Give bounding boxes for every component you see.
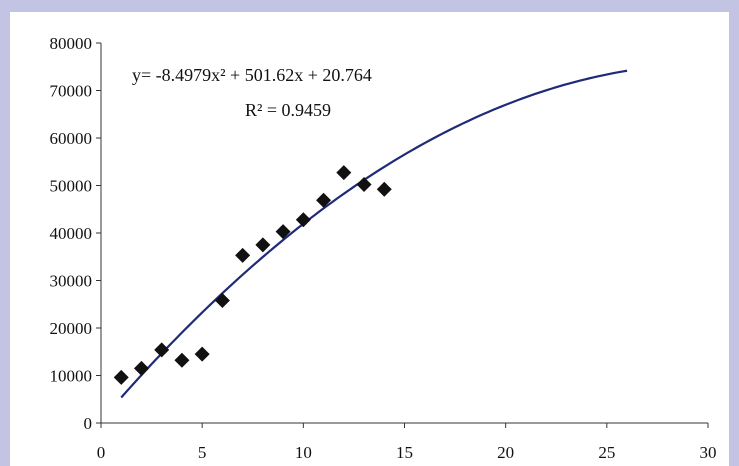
tick-labels: 0 10000 20000 30000 40000 50000 60000 70000 8000… [50,34,717,462]
x-tick-label: 15 [396,443,413,462]
r-squared-label: R² = 0.9459 [245,100,331,120]
data-points [113,165,392,385]
chart-panel: 0 10000 20000 30000 40000 50000 60000 70000 8000… [10,12,729,466]
x-tick-label: 25 [598,443,615,462]
data-point [235,247,251,263]
x-tick-label: 5 [198,443,207,462]
data-point [255,237,271,253]
data-point [133,360,149,376]
y-tick-label: 10000 [50,367,93,386]
data-point [275,224,291,240]
y-tick-label: 40000 [50,224,93,243]
data-point [113,369,129,385]
data-point [154,342,170,358]
y-tick-label: 60000 [50,129,93,148]
data-point [376,181,392,197]
y-tick-label: 0 [84,414,93,433]
trendline-equation: y= -8.4979x² + 501.62x + 20.764 [132,65,372,85]
data-point [214,292,230,308]
data-point [336,165,352,181]
y-tick-label: 70000 [50,82,93,101]
y-tick-label: 50000 [50,177,93,196]
axes [96,42,709,428]
x-tick-label: 30 [700,443,717,462]
x-tick-label: 0 [97,443,106,462]
data-point [194,346,210,362]
y-tick-label: 80000 [50,34,93,53]
scatter-chart: 0 10000 20000 30000 40000 50000 60000 70000 8000… [50,34,717,462]
data-point [174,352,190,368]
trendline [120,69,628,399]
trendline-group [120,69,628,399]
x-tick-label: 20 [497,443,514,462]
x-tick-label: 10 [295,443,312,462]
data-point [356,177,372,193]
data-point [295,212,311,228]
data-point [316,192,332,208]
y-tick-label: 20000 [50,319,93,338]
y-tick-label: 30000 [50,272,93,291]
